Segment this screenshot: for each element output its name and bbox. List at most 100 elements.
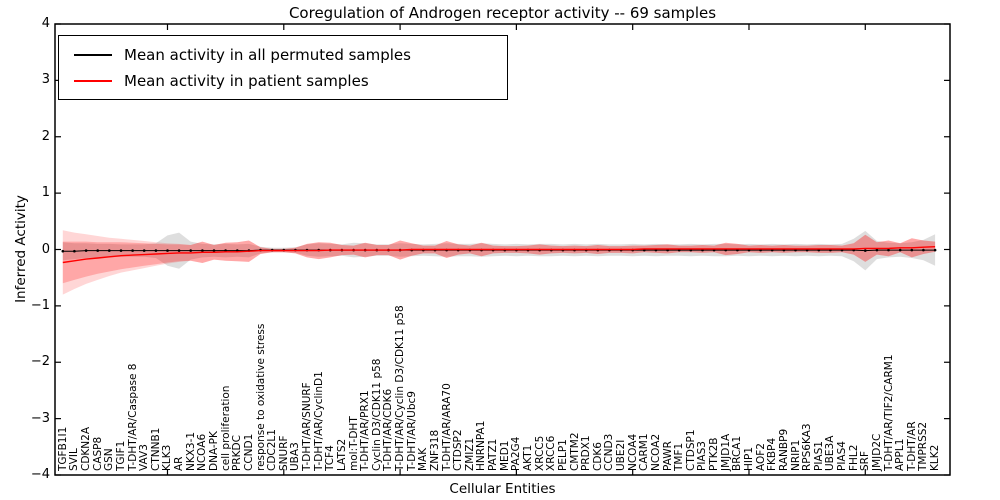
x-tick-label: CARM1 (638, 433, 651, 471)
x-tick-label: FKBP4 (766, 437, 779, 471)
x-tick-label: TMF1 (673, 442, 686, 471)
y-tick-label: 2 (41, 128, 50, 144)
x-tick-label: SRF (859, 450, 872, 471)
patient-mean-line (62, 246, 936, 264)
x-tick-label: PRKDC (231, 435, 244, 471)
x-tick-label: T-DHT/AR/CyclinD1 (312, 371, 325, 471)
x-tick-label: T-DHT/AR/CDK6 (382, 388, 395, 471)
permuted-mean-marker (212, 249, 216, 252)
x-tick-label: MED1 (498, 440, 511, 471)
x-tick-label: SVIL (68, 448, 81, 471)
permuted-mean-marker (154, 249, 158, 252)
permuted-mean-marker (177, 249, 181, 252)
patient-std-outer-band (62, 230, 936, 295)
legend-item-patient: Mean activity in patient samples (59, 68, 507, 94)
x-tick-label: PTK2B (708, 437, 721, 471)
x-tick-label: RANBP9 (777, 428, 790, 471)
permuted-mean-marker (922, 248, 925, 252)
permuted-mean-marker (898, 248, 902, 252)
permuted-mean-marker (201, 249, 204, 252)
x-tick-label: PATZ1 (487, 438, 500, 471)
permuted-mean-marker (119, 249, 123, 252)
permuted-mean-marker (61, 249, 65, 253)
permuted-mean-marker (96, 249, 99, 252)
x-tick-label: PIAS3 (696, 441, 709, 471)
x-tick-label: CDK6 (591, 442, 604, 471)
x-tick-label: T-DHT/AR/ARA70 (440, 383, 453, 471)
y-tick-label: 3 (41, 72, 50, 88)
x-tick-label: CTDSP2 (452, 429, 465, 471)
x-tick-label: CDC2L1 (266, 429, 279, 471)
x-tick-label: MAK (417, 447, 430, 471)
chart-title: Coregulation of Androgen receptor activi… (288, 4, 717, 22)
x-tick-label: PIAS1 (812, 441, 825, 471)
x-tick-label: DNA-PK (208, 431, 220, 471)
x-tick-label: NCOA6 (196, 433, 209, 471)
x-tick-label: FHL2 (847, 444, 860, 471)
y-tick-label: −2 (30, 354, 50, 370)
x-tick-label: SNURF (277, 435, 290, 471)
x-tick-label: UBE2I (615, 439, 628, 471)
x-tick-label: response to oxidative stress (254, 323, 267, 471)
x-tick-label: PAWR (661, 441, 674, 471)
permuted-mean-marker (189, 249, 192, 252)
y-tick-label: 4 (41, 16, 50, 31)
x-tick-label: PIAS4 (836, 441, 849, 471)
x-tick-label: TGIF1 (114, 440, 127, 471)
x-tick-label: T-DHT/AR/Ubc9 (405, 391, 418, 471)
permuted-mean-marker (108, 249, 111, 252)
permuted-mean-marker (166, 249, 169, 252)
permuted-mean-marker (73, 249, 76, 253)
x-tick-label: NCOA4 (626, 433, 639, 471)
y-tick-label: −4 (30, 467, 50, 482)
x-tick-label: KLK3 (161, 444, 174, 471)
x-tick-label: ZNF318 (428, 429, 441, 471)
y-tick-label: −1 (30, 297, 50, 313)
x-tick-label: NRIP1 (789, 439, 802, 471)
x-tick-label: UBA3 (289, 442, 302, 471)
permuted-mean-marker (875, 248, 879, 252)
x-tick-label: PRDX1 (580, 435, 593, 471)
legend: Mean activity in all permuted samples Me… (58, 35, 508, 100)
legend-line-patient-swatch (74, 80, 112, 82)
permuted-mean-marker (864, 249, 867, 252)
x-tick-label: T-DHT/AR/TIF2/CARM1 (882, 354, 895, 471)
x-tick-label: JMJD1A (719, 433, 732, 471)
permuted-mean-marker (933, 248, 937, 252)
permuted-mean-marker (887, 248, 890, 252)
x-tick-label: T-DHT/AR (905, 421, 918, 471)
x-tick-label: GSN (103, 448, 116, 471)
x-tick-label: NCOA2 (649, 433, 662, 471)
x-tick-label: BRCA1 (731, 435, 744, 471)
x-tick-label: XRCC6 (545, 435, 558, 471)
x-tick-label: CCND3 (603, 433, 616, 471)
x-tick-label: VAV3 (138, 444, 151, 471)
y-tick-label: −3 (30, 410, 50, 426)
legend-item-permuted: Mean activity in all permuted samples (59, 42, 507, 68)
x-tick-label: T-DHT/AR/Caspase 8 (126, 363, 139, 471)
x-tick-label: AKT1 (522, 444, 534, 471)
y-tick-label: 1 (41, 185, 50, 201)
x-tick-label: CCND1 (242, 433, 255, 471)
x-tick-label: HNRNPA1 (475, 420, 488, 471)
permuted-std-band (62, 230, 936, 271)
x-tick-label: AOF2 (754, 443, 767, 471)
x-tick-label: CTDSP1 (684, 429, 697, 471)
patient-std-band (62, 234, 936, 284)
x-tick-label: AR (173, 456, 186, 471)
x-tick-label: CDKN2A (80, 426, 93, 471)
x-tick-label: ZMIZ1 (463, 437, 476, 471)
x-tick-label: LATS2 (335, 438, 348, 471)
x-tick-label: RPS6KA3 (801, 423, 814, 471)
x-tick-label: CMTM2 (568, 432, 581, 471)
y-tick-label: 0 (41, 241, 50, 257)
x-tick-label: T-DHT/AR/SNURF (301, 382, 314, 471)
x-tick-label: XRCC5 (533, 435, 546, 471)
permuted-mean-marker (910, 248, 914, 252)
x-tick-label: HIP1 (742, 446, 755, 471)
x-tick-label: PA2G4 (510, 436, 523, 471)
x-tick-label: KLK2 (929, 444, 942, 471)
x-tick-label: T-DHT/AR/PRX1 (359, 390, 372, 471)
